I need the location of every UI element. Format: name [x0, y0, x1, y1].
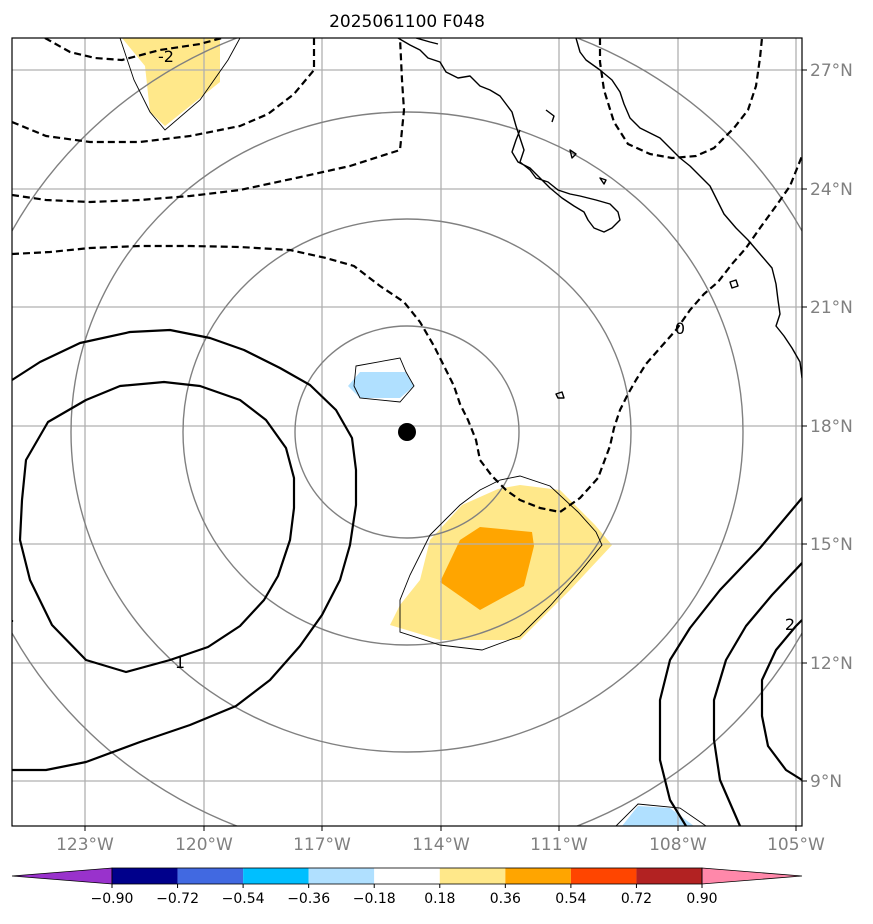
contour-label-zero: 0 — [675, 319, 685, 338]
lon-label-114w: 114°W — [412, 835, 470, 855]
colorbar-tick-label: −0.90 — [91, 891, 134, 907]
contour-label-one: 1 — [175, 653, 185, 672]
colorbar-tick-label: −0.72 — [156, 891, 199, 907]
lat-label-12n: 12°N — [810, 654, 853, 674]
colorbar-extend-high — [701, 867, 803, 885]
coastline — [397, 38, 802, 399]
lat-label-27n: 27°N — [810, 61, 853, 81]
colorbar-tick-label: 0.90 — [686, 891, 717, 907]
lat-label-24n: 24°N — [810, 180, 853, 200]
lon-label-120w: 120°W — [175, 835, 233, 855]
colorbar-tick-label: 0.36 — [490, 891, 521, 907]
lon-label-108w: 108°W — [649, 835, 707, 855]
latitude-labels: 27°N 24°N 21°N 18°N 15°N 12°N 9°N — [810, 61, 853, 792]
colorbar-tick-label: 0.72 — [621, 891, 652, 907]
shaded-field — [122, 38, 694, 826]
colorbar-segment — [112, 868, 178, 884]
strong-positive-shading — [440, 527, 534, 610]
axis-ticks — [84, 69, 807, 831]
negative-shading-south — [622, 806, 694, 826]
colorbar-outline — [111, 867, 703, 885]
colorbar-extend-low — [11, 867, 113, 885]
colorbar-segment — [177, 868, 244, 884]
lon-label-117w: 117°W — [293, 835, 351, 855]
contour-labels: -2 0 1 2 — [158, 47, 795, 672]
colorbar-segment — [308, 868, 375, 884]
solid-contours — [12, 328, 802, 826]
colorbar: −0.90 −0.72 −0.54 −0.36 −0.18 0.18 0.36 0.54 0.7… — [11, 867, 803, 907]
colorbar-tick-label: −0.54 — [222, 891, 265, 907]
colorbar-segment — [570, 868, 637, 884]
longitude-labels: 123°W 120°W 117°W 114°W 111°W 108°W 105°… — [56, 835, 825, 855]
lon-label-123w: 123°W — [56, 835, 114, 855]
colorbar-segment — [243, 868, 309, 884]
figure-title: 2025061100 F048 — [329, 12, 485, 32]
lat-label-18n: 18°N — [810, 417, 853, 437]
map-frame — [11, 37, 803, 827]
distance-rings — [12, 38, 802, 826]
contour-label-two: 2 — [785, 615, 795, 634]
colorbar-segment — [439, 868, 506, 884]
colorbar-segment — [374, 868, 440, 884]
map-area: -2 0 1 2 — [12, 38, 802, 826]
lon-label-105w: 105°W — [767, 835, 825, 855]
storm-center-marker — [398, 423, 416, 441]
colorbar-tick-label: 0.18 — [424, 891, 455, 907]
colorbar-segment — [636, 868, 702, 884]
lat-label-21n: 21°N — [810, 298, 853, 318]
colorbar-tick-label: −0.36 — [287, 891, 330, 907]
dashed-contours — [12, 38, 802, 514]
negative-shading-center — [348, 372, 414, 398]
colorbar-segment — [505, 868, 571, 884]
colorbar-tick-label: 0.54 — [555, 891, 586, 907]
lat-label-15n: 15°N — [810, 535, 853, 555]
graticule — [12, 38, 802, 826]
positive-shading-north — [122, 38, 220, 126]
colorbar-tick-label: −0.18 — [353, 891, 396, 907]
contour-label-minus2: -2 — [158, 47, 174, 66]
lat-label-9n: 9°N — [810, 772, 842, 792]
lon-label-111w: 111°W — [530, 835, 588, 855]
